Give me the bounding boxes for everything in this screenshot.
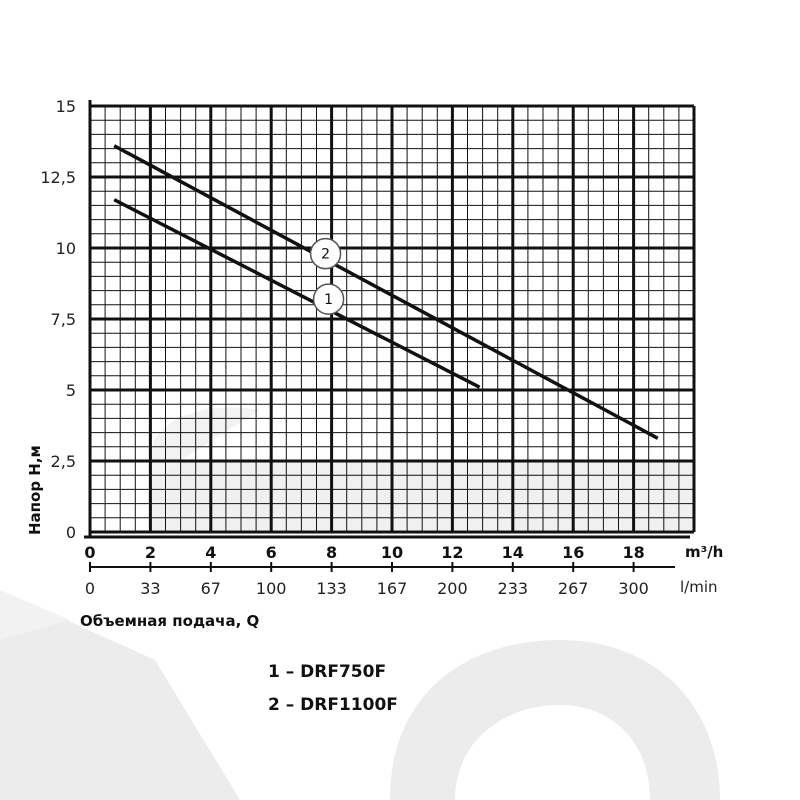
y-tick-label: 12,5 <box>40 168 76 187</box>
x-tick-label-primary: 12 <box>441 543 463 562</box>
x-tick-label-primary: 0 <box>84 543 95 562</box>
x-tick-label-secondary: 0 <box>85 579 95 598</box>
y-tick-label: 2,5 <box>51 452 76 471</box>
x-tick-label-secondary: 200 <box>437 579 468 598</box>
watermark <box>0 407 720 800</box>
x-axis-title: Объемная подача, Q <box>80 612 259 630</box>
y-tick-label: 0 <box>66 523 76 542</box>
legend-entry-2: 2 – DRF1100F <box>268 695 398 715</box>
x-tick-label-secondary: 267 <box>558 579 589 598</box>
series-layer <box>113 144 659 440</box>
x-tick-label-secondary: 100 <box>256 579 287 598</box>
x-tick-labels-primary: 0 2 4 6 8 10 12 14 16 18 <box>84 543 644 562</box>
axes <box>84 100 690 572</box>
y-tick-labels: 0 2,5 5 7,5 10 12,5 15 <box>40 97 76 542</box>
x-tick-label-primary: 2 <box>145 543 156 562</box>
y-tick-label: 7,5 <box>51 310 76 329</box>
x-tick-label-primary: 14 <box>502 543 524 562</box>
series-line-2 <box>113 144 659 440</box>
y-axis-title: Напор Н,м <box>26 445 44 535</box>
curve-marker-label: 2 <box>321 247 330 263</box>
x-tick-label-secondary: 67 <box>201 579 221 598</box>
x-tick-label-primary: 18 <box>622 543 644 562</box>
x-tick-label-secondary: 300 <box>618 579 649 598</box>
y-tick-label: 15 <box>56 97 76 116</box>
x-tick-label-primary: 4 <box>205 543 216 562</box>
x-unit-secondary: l/min <box>680 578 718 596</box>
y-tick-label: 10 <box>56 239 76 258</box>
x-unit-primary: m³/h <box>685 543 723 561</box>
curve-marker-1 <box>312 283 345 315</box>
markers-layer: 12 <box>309 237 345 315</box>
x-tick-label-secondary: 133 <box>316 579 347 598</box>
x-tick-label-primary: 6 <box>266 543 277 562</box>
x-tick-label-primary: 8 <box>326 543 337 562</box>
series-line-1 <box>113 198 481 389</box>
x-tick-label-secondary: 167 <box>377 579 408 598</box>
curve-marker-label: 1 <box>324 292 333 308</box>
x-tick-label-secondary: 233 <box>498 579 529 598</box>
x-tick-label-primary: 16 <box>562 543 584 562</box>
legend-entry-1: 1 – DRF750F <box>268 662 386 682</box>
x-tick-label-primary: 10 <box>381 543 403 562</box>
x-tick-label-secondary: 33 <box>140 579 160 598</box>
curve-marker-2 <box>309 237 342 270</box>
y-tick-label: 5 <box>66 381 76 400</box>
x-tick-labels-secondary: 0 33 67 100 133 167 200 233 267 300 <box>85 579 649 598</box>
